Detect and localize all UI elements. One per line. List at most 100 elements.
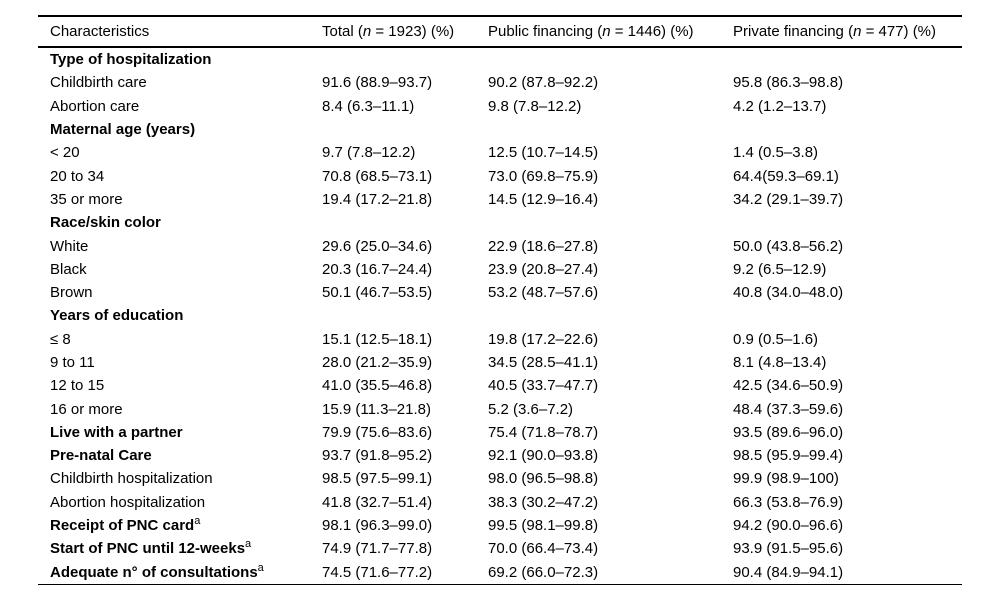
row-label: Abortion care bbox=[38, 95, 322, 118]
cell-value: 64.4(59.3–69.1) bbox=[733, 167, 839, 185]
row-label-text: Childbirth care bbox=[50, 74, 147, 92]
cell-value: 0.9 (0.5–1.6) bbox=[733, 330, 819, 348]
cell-value: 92.1 (90.0–93.8) bbox=[488, 447, 599, 465]
row-label: < 20 bbox=[38, 141, 322, 164]
cell-value: 99.9 (98.9–100) bbox=[733, 470, 839, 488]
column-header-text: Total ( bbox=[322, 23, 363, 40]
table-row: Pre-natal Care 93.7 (91.8–95.2) 92.1 (90.0… bbox=[38, 444, 962, 467]
row-label: Adequate n° of consultationsa bbox=[38, 560, 322, 585]
cell-value: 90.2 (87.8–92.2) bbox=[488, 74, 599, 92]
cell-value: 40.5 (33.7–47.7) bbox=[488, 377, 599, 395]
table-row: Black 20.3 (16.7–24.4) 23.9 (20.8–27.4) 9.2… bbox=[38, 258, 962, 281]
row-label: 20 to 34 bbox=[38, 164, 322, 187]
cell-value: 98.5 (97.5–99.1) bbox=[322, 470, 433, 488]
table-row: Childbirth hospitalization 98.5 (97.5–99.… bbox=[38, 467, 962, 490]
table-row: Live with a partner 79.9 (75.6–83.6) 75.4 … bbox=[38, 421, 962, 444]
row-label: Race/skin color bbox=[38, 211, 322, 234]
cell-value bbox=[322, 211, 488, 234]
table-row: < 20 9.7 (7.8–12.2) 12.5 (10.7–14.5) 1.4 (0… bbox=[38, 141, 962, 164]
row-label-text: Race/skin color bbox=[50, 214, 161, 232]
cell-value: 99.5 (98.1–99.8) bbox=[488, 517, 599, 535]
cell-value bbox=[488, 304, 733, 327]
table-row: 35 or more 19.4 (17.2–21.8) 14.5 (12.9–16.… bbox=[38, 188, 962, 211]
cell-value: 34.5 (28.5–41.1) bbox=[488, 354, 599, 371]
cell-value: 98.0 (96.5–98.8) bbox=[488, 470, 599, 488]
cell-value bbox=[488, 211, 733, 234]
row-label: Start of PNC until 12-weeksa bbox=[38, 537, 322, 560]
cell-value: 19.4 (17.2–21.8) bbox=[322, 190, 433, 208]
row-label-text: White bbox=[50, 237, 89, 255]
row-label: Childbirth care bbox=[38, 71, 322, 94]
cell-value bbox=[322, 118, 488, 141]
row-label-text: 12 to 15 bbox=[50, 377, 105, 395]
cell-value: 42.5 (34.6–50.9) bbox=[733, 377, 844, 395]
row-label: Brown bbox=[38, 281, 322, 304]
row-label: ≤ 8 bbox=[38, 328, 322, 351]
cell-value bbox=[733, 118, 962, 141]
cell-value: 20.3 (16.7–24.4) bbox=[322, 260, 433, 278]
cell-value bbox=[488, 47, 733, 71]
row-label-text: ≤ 8 bbox=[50, 330, 71, 348]
column-header-public-financing: Public financing (n = 1446) (%) bbox=[488, 15, 733, 48]
table-row: Type of hospitalization bbox=[38, 47, 962, 71]
characteristics-table-wrap: Characteristics Total (n = 1923) (%) Pub… bbox=[38, 15, 962, 585]
cell-value: 98.1 (96.3–99.0) bbox=[322, 517, 433, 535]
row-label-text: 9 to 11 bbox=[50, 354, 95, 371]
cell-value: 79.9 (75.6–83.6) bbox=[322, 423, 433, 441]
cell-value: 53.2 (48.7–57.6) bbox=[488, 284, 599, 302]
row-label-text: Maternal age (years) bbox=[50, 121, 196, 139]
row-label: 35 or more bbox=[38, 188, 322, 211]
row-label-text: Abortion care bbox=[50, 97, 140, 115]
table-row: Start of PNC until 12-weeksa 74.9 (71.7–7… bbox=[38, 537, 962, 560]
table-row: Years of education bbox=[38, 304, 962, 327]
table-row: ≤ 8 15.1 (12.5–18.1) 19.8 (17.2–22.6) 0.9 (… bbox=[38, 328, 962, 351]
row-label-text: Abortion hospitalization bbox=[50, 493, 206, 511]
row-label-text: < 20 bbox=[50, 144, 80, 162]
cell-value: 90.4 (84.9–94.1) bbox=[733, 560, 962, 585]
table-row: 9 to 11 28.0 (21.2–35.9) 34.5 (28.5–41.1) 8… bbox=[38, 351, 962, 374]
cell-value: 48.4 (37.3–59.6) bbox=[733, 400, 844, 418]
row-label-text: Live with a partner bbox=[50, 423, 183, 441]
cell-value: 73.0 (69.8–75.9) bbox=[488, 167, 599, 185]
cell-value: 93.9 (91.5–95.6) bbox=[733, 540, 844, 558]
cell-value: 75.4 (71.8–78.7) bbox=[488, 423, 599, 441]
column-header-text: Private financing ( bbox=[733, 23, 854, 40]
column-header-private-financing: Private financing (n = 477) (%) bbox=[733, 15, 962, 48]
cell-value bbox=[733, 47, 962, 71]
row-label-text: Brown bbox=[50, 284, 93, 302]
cell-value: 34.2 (29.1–39.7) bbox=[733, 190, 844, 208]
column-header-text: = 1923) (%) bbox=[371, 23, 455, 40]
cell-value: 28.0 (21.2–35.9) bbox=[322, 354, 433, 371]
cell-value: 14.5 (12.9–16.4) bbox=[488, 190, 599, 208]
table-row: 12 to 15 41.0 (35.5–46.8) 40.5 (33.7–47.7)… bbox=[38, 374, 962, 397]
cell-value: 9.2 (6.5–12.9) bbox=[733, 260, 827, 278]
italic-n: n bbox=[853, 23, 862, 40]
cell-value: 22.9 (18.6–27.8) bbox=[488, 237, 599, 255]
cell-value bbox=[322, 304, 488, 327]
row-label-text: Black bbox=[50, 260, 87, 278]
row-label-text: Years of education bbox=[50, 307, 184, 325]
cell-value: 23.9 (20.8–27.4) bbox=[488, 260, 599, 278]
column-header-text: Characteristics bbox=[50, 23, 150, 40]
characteristics-table: Characteristics Total (n = 1923) (%) Pub… bbox=[38, 15, 962, 585]
row-label-text: Start of PNC until 12-weeks bbox=[50, 540, 246, 558]
cell-value: 94.2 (90.0–96.6) bbox=[733, 517, 844, 535]
row-label-text: Childbirth hospitalization bbox=[50, 470, 213, 488]
cell-value: 8.4 (6.3–11.1) bbox=[322, 97, 415, 115]
italic-n: n bbox=[362, 23, 372, 40]
cell-value: 1.4 (0.5–3.8) bbox=[733, 144, 819, 162]
cell-value: 41.0 (35.5–46.8) bbox=[322, 377, 433, 395]
cell-value: 38.3 (30.2–47.2) bbox=[488, 493, 599, 511]
table-row: Brown 50.1 (46.7–53.5) 53.2 (48.7–57.6) 40.… bbox=[38, 281, 962, 304]
row-label-text: Type of hospitalization bbox=[50, 51, 212, 69]
row-label-text: 16 or more bbox=[50, 400, 123, 418]
cell-value bbox=[488, 118, 733, 141]
row-label: 16 or more bbox=[38, 397, 322, 420]
row-label: Live with a partner bbox=[38, 421, 322, 444]
row-label-text: Adequate n° of consultations bbox=[50, 563, 258, 581]
row-label: Pre-natal Care bbox=[38, 444, 322, 467]
cell-value: 98.5 (95.9–99.4) bbox=[733, 447, 844, 465]
table-header: Characteristics Total (n = 1923) (%) Pub… bbox=[38, 15, 962, 48]
cell-value: 50.1 (46.7–53.5) bbox=[322, 284, 433, 302]
column-header-total: Total (n = 1923) (%) bbox=[322, 15, 488, 48]
